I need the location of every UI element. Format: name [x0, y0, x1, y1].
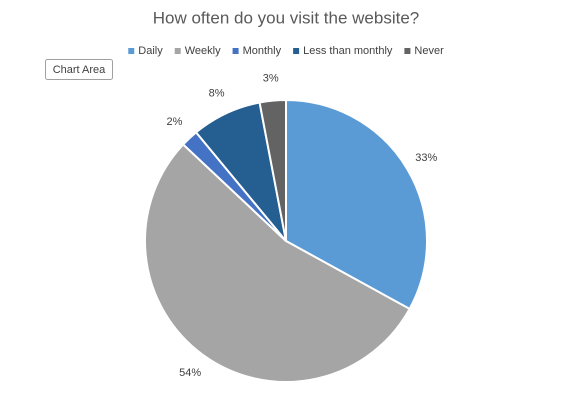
legend-item: Daily — [128, 45, 163, 57]
pie-slice — [144, 143, 411, 383]
legend-item: Weekly — [174, 45, 221, 57]
legend-label: Less than monthly — [303, 45, 393, 57]
data-label: 54% — [179, 367, 201, 379]
legend-swatch — [293, 48, 300, 54]
data-label: 2% — [166, 116, 182, 128]
pie-slice — [258, 98, 287, 242]
tooltip-text: Chart Area — [53, 64, 106, 76]
legend-label: Daily — [138, 45, 163, 57]
data-label: 3% — [263, 73, 279, 85]
legend-item: Never — [404, 45, 444, 57]
legend-label: Weekly — [185, 45, 221, 57]
legend-swatch — [174, 48, 181, 54]
legend-item: Less than monthly — [293, 45, 393, 57]
tooltip: Chart Area — [45, 59, 113, 80]
legend: Daily Weekly Monthly Less than monthly Never — [128, 45, 444, 57]
data-label: 8% — [209, 87, 225, 99]
legend-item: Monthly — [232, 45, 282, 57]
legend-swatch — [404, 48, 411, 54]
tooltip-box — [45, 59, 113, 80]
legend-label: Never — [414, 45, 444, 57]
legend-swatch — [128, 48, 135, 54]
legend-label: Monthly — [243, 45, 282, 57]
data-label: 33% — [415, 152, 437, 164]
pie: 33% 54% 2% 8% 3% — [144, 73, 438, 383]
chart-title: How often do you visit the website? — [153, 8, 419, 27]
legend-swatch — [232, 48, 239, 54]
pie-slice — [285, 98, 428, 311]
